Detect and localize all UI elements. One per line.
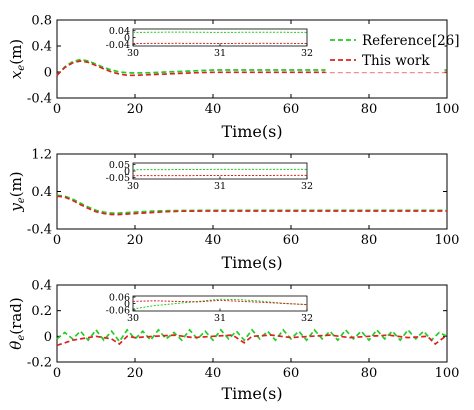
x-tick-label: 80 xyxy=(361,366,378,381)
x-tick-label: 20 xyxy=(127,102,144,117)
inset-y-tick-label: 0.05 xyxy=(109,160,130,171)
y-tick-label: 0.4 xyxy=(31,185,52,200)
inset-x-tick-label: 32 xyxy=(301,313,313,324)
inset-y-tick-label: 0 xyxy=(124,167,130,178)
series-line-reference xyxy=(56,194,447,214)
y-label-unit: (m) xyxy=(7,171,25,197)
y-label-symbol: y xyxy=(7,203,25,213)
y-label-subscript: e xyxy=(16,335,27,341)
inset-x-tick-label: 31 xyxy=(214,313,226,324)
inset-x-tick-label: 31 xyxy=(214,181,226,192)
inset-x-tick-label: 30 xyxy=(127,181,139,192)
legend-label: This work xyxy=(362,53,430,69)
y-tick-label: 0.2 xyxy=(31,304,52,319)
inset-axes: 30 31 32 0.060-0.06 xyxy=(106,293,313,324)
legend-box xyxy=(325,27,445,73)
y-tick-label: -0.4 xyxy=(27,223,52,238)
legend: Reference[26] This work xyxy=(325,27,460,73)
x-tick-label: 40 xyxy=(205,102,222,117)
y-axis-label: θe(rad) xyxy=(7,297,27,349)
inset-y-tick-label: 0 xyxy=(124,299,130,310)
y-tick-label: 0.8 xyxy=(31,14,52,29)
panel-2: 0 20 40 60 80 100 -0.4 0.4 1.2 Time(s) ye(m) 30 31 32… xyxy=(7,148,459,273)
series-line-reference xyxy=(56,328,448,343)
y-label-subscript: e xyxy=(16,65,27,71)
y-label-unit: (m) xyxy=(7,39,25,65)
y-tick-label: 0.4 xyxy=(31,279,52,294)
x-tick-label: 100 xyxy=(435,233,460,248)
y-tick-label: 0 xyxy=(44,66,52,81)
inset-y-tick-label: 0.06 xyxy=(109,293,130,304)
inset-x-tick-label: 31 xyxy=(214,48,226,59)
series-line-this-work xyxy=(56,195,447,216)
x-tick-label: 80 xyxy=(361,233,378,248)
series-line-reference xyxy=(56,58,447,76)
x-tick-label: 100 xyxy=(435,102,460,117)
x-tick-label: 80 xyxy=(361,102,378,117)
legend-label: Reference[26] xyxy=(362,33,460,49)
inset-y-tick-label: -0.04 xyxy=(106,40,130,51)
x-tick-label: 0 xyxy=(53,366,61,381)
x-axis-label: Time(s) xyxy=(221,384,282,403)
x-tick-label: 0 xyxy=(53,102,61,117)
x-tick-label: 40 xyxy=(205,366,222,381)
y-label-symbol: θ xyxy=(7,341,25,350)
y-label-symbol: x xyxy=(7,70,25,79)
inset-x-tick-label: 30 xyxy=(127,313,139,324)
x-axis-label: Time(s) xyxy=(221,253,282,272)
y-tick-label: -0.4 xyxy=(27,92,52,107)
inset-series-line-this-work xyxy=(132,299,308,306)
inset-x-tick-label: 32 xyxy=(301,181,313,192)
y-label-unit: (rad) xyxy=(7,297,25,334)
x-tick-label: 40 xyxy=(205,233,222,248)
y-tick-label: 0 xyxy=(44,330,52,345)
series-line-this-work xyxy=(56,60,447,77)
x-tick-label: 0 xyxy=(53,233,61,248)
inset-x-tick-label: 30 xyxy=(127,48,139,59)
y-label-subscript: e xyxy=(16,197,27,203)
y-tick-label: -0.2 xyxy=(27,356,52,371)
inset-axes: 30 31 32 0.050-0.05 xyxy=(106,160,313,192)
x-tick-label: 60 xyxy=(283,233,300,248)
x-tick-label: 60 xyxy=(283,102,300,117)
inset-y-tick-label: -0.06 xyxy=(106,305,130,316)
x-tick-label: 20 xyxy=(127,233,144,248)
inset-axes: 30 31 32 0.040-0.04 xyxy=(106,26,313,59)
y-axis-label: xe(m) xyxy=(7,39,27,79)
y-axis-label: ye(m) xyxy=(7,171,27,212)
x-axis-label: Time(s) xyxy=(221,122,282,141)
x-tick-label: 60 xyxy=(283,366,300,381)
inset-x-tick-label: 32 xyxy=(301,48,313,59)
x-tick-label: 100 xyxy=(435,366,460,381)
inset-y-tick-label: 0.04 xyxy=(109,26,130,37)
inset-y-tick-label: 0 xyxy=(124,33,130,44)
inset-y-tick-label: -0.05 xyxy=(106,173,130,184)
y-tick-label: 0.4 xyxy=(31,40,52,55)
inset-series-line-reference xyxy=(132,298,308,310)
series-line-this-work xyxy=(56,334,448,347)
y-tick-label: 1.2 xyxy=(31,148,52,163)
x-tick-label: 20 xyxy=(127,366,144,381)
